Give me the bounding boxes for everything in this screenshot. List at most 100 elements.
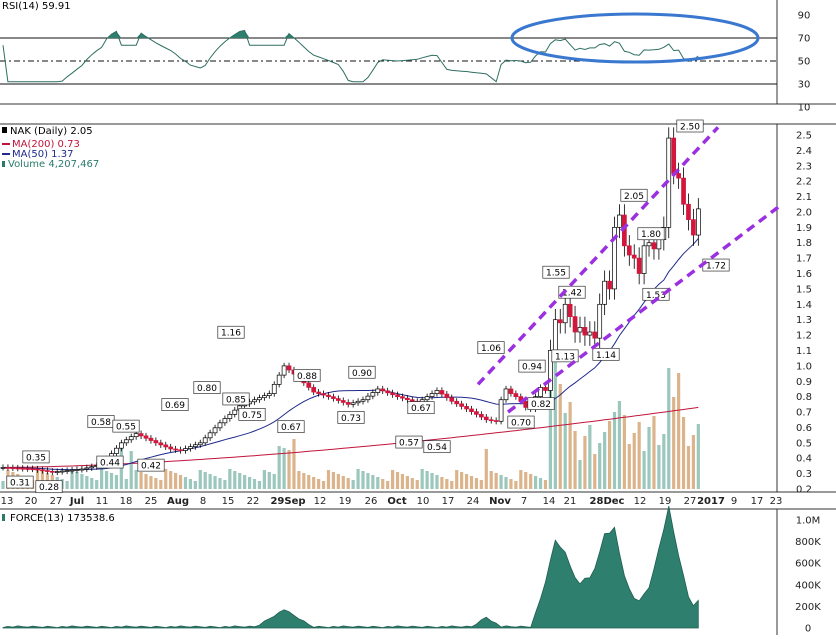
candle-down <box>483 416 489 421</box>
candle-down <box>331 396 336 399</box>
volume-bar <box>524 472 528 489</box>
force-tick-label: 600K <box>795 559 821 570</box>
candle-down <box>173 448 178 451</box>
date-tick-label: 29Sep <box>270 496 305 507</box>
date-tick-label: 27 <box>50 496 63 507</box>
candle-up <box>281 365 287 376</box>
candle-down <box>168 446 174 450</box>
candle-down <box>10 467 16 470</box>
date-tick-label: 17 <box>751 496 764 507</box>
candle-down <box>49 470 55 473</box>
price-label-box <box>293 368 321 382</box>
candle-down <box>572 316 578 333</box>
candle-down <box>286 365 292 371</box>
price-tick-label: 2.1 <box>796 192 812 203</box>
volume-bar <box>647 427 651 489</box>
candle-legend-icon <box>2 127 7 133</box>
rsi-tick-label: 70 <box>798 34 811 45</box>
volume-bar <box>484 449 488 489</box>
price-legend: NAK (Daily) 2.05 MA(200) 0.73 MA(50) 1.3… <box>2 126 99 170</box>
price-tick-label: 2.0 <box>796 207 812 218</box>
volume-bar <box>233 471 237 489</box>
volume-bar <box>568 402 572 489</box>
price-label: 0.67 <box>411 404 431 414</box>
volume-bar <box>65 481 69 489</box>
price-panel: 0.31 0.35 0.28 0.58 0.44 0.55 0.42 0.69 0.80 1.16… <box>0 119 836 496</box>
volume-bar <box>583 436 587 489</box>
volume-bar <box>104 471 109 489</box>
price-label-box <box>96 455 124 469</box>
price-tick-label: 0.6 <box>796 423 812 434</box>
date-tick-label: 12 <box>314 496 327 507</box>
candle-down <box>454 400 460 405</box>
price-tick-label: 0.3 <box>796 469 812 480</box>
date-axis: 13 20 27 Jul 11 18 25 Aug 8 15 22 29Sep 12 19 26 Oct 10 1… <box>1 496 783 507</box>
rsi-tick-label: 90 <box>798 11 811 22</box>
candle-up <box>202 437 208 444</box>
price-label: 0.44 <box>100 459 120 469</box>
candle-up <box>552 319 558 351</box>
volume-legend-icon <box>2 161 5 167</box>
date-tick-label: 2017 <box>697 496 725 507</box>
price-tick-label: 1.6 <box>796 269 812 280</box>
volume-bar <box>331 472 336 489</box>
volume-bar <box>178 475 183 489</box>
volume-bar <box>553 355 557 489</box>
volume-bar <box>410 478 414 489</box>
volume-bar <box>208 474 212 489</box>
candle-up <box>365 395 371 401</box>
price-label: 0.73 <box>341 414 361 424</box>
price-tick-label: 1.9 <box>796 223 812 234</box>
candle-up <box>646 242 652 247</box>
volume-bar <box>667 368 671 489</box>
volume-bar <box>351 480 355 489</box>
candle-up <box>641 245 647 274</box>
volume-bar <box>445 479 449 489</box>
candle-down <box>681 177 686 205</box>
force-tick-label: 200K <box>795 602 821 613</box>
volume-bar <box>534 476 538 489</box>
candle-up <box>355 400 361 404</box>
price-tick-label: 0.7 <box>796 408 812 419</box>
price-tick-label: 2.4 <box>796 146 812 157</box>
candle-down <box>316 391 321 394</box>
candle-up <box>183 448 188 451</box>
candle-up <box>222 418 228 424</box>
rsi-tick-label: 50 <box>798 57 811 68</box>
volume-bar <box>460 472 464 489</box>
price-tick-label: 0.8 <box>796 392 812 403</box>
date-tick-label: Oct <box>387 496 406 507</box>
volume-bar <box>341 476 345 489</box>
price-label: 2.05 <box>624 192 644 202</box>
candle-up <box>188 446 193 449</box>
rsi-line <box>2 29 699 83</box>
date-tick-label: 14 <box>543 496 556 507</box>
force-index-area <box>2 506 699 629</box>
date-tick-label: 11 <box>96 496 109 507</box>
volume-bar <box>578 460 582 489</box>
volume-bar <box>607 421 612 489</box>
volume-bar <box>292 439 296 489</box>
date-tick-label: Aug <box>167 496 189 507</box>
price-label: 2.50 <box>680 123 700 133</box>
volume-bar <box>405 476 409 489</box>
candle-down <box>479 414 484 418</box>
volume-bar <box>662 434 666 489</box>
volume-bar <box>632 433 636 489</box>
candle-down <box>464 406 469 410</box>
volume-bar <box>440 477 444 489</box>
volume-bar <box>35 469 40 489</box>
candle-up <box>89 466 95 469</box>
volume-bar <box>573 431 577 489</box>
volume-bar <box>154 478 158 489</box>
candle-down <box>409 399 415 402</box>
date-tick-label: 20 <box>25 496 38 507</box>
candle-down <box>449 397 455 402</box>
price-tick-label: 1.8 <box>796 238 812 249</box>
rsi-tick-label: 10 <box>798 103 811 114</box>
candle-up <box>69 469 75 472</box>
volume-bar <box>395 472 400 489</box>
date-tick-label: 21 <box>564 496 577 507</box>
candle-up <box>207 432 213 439</box>
